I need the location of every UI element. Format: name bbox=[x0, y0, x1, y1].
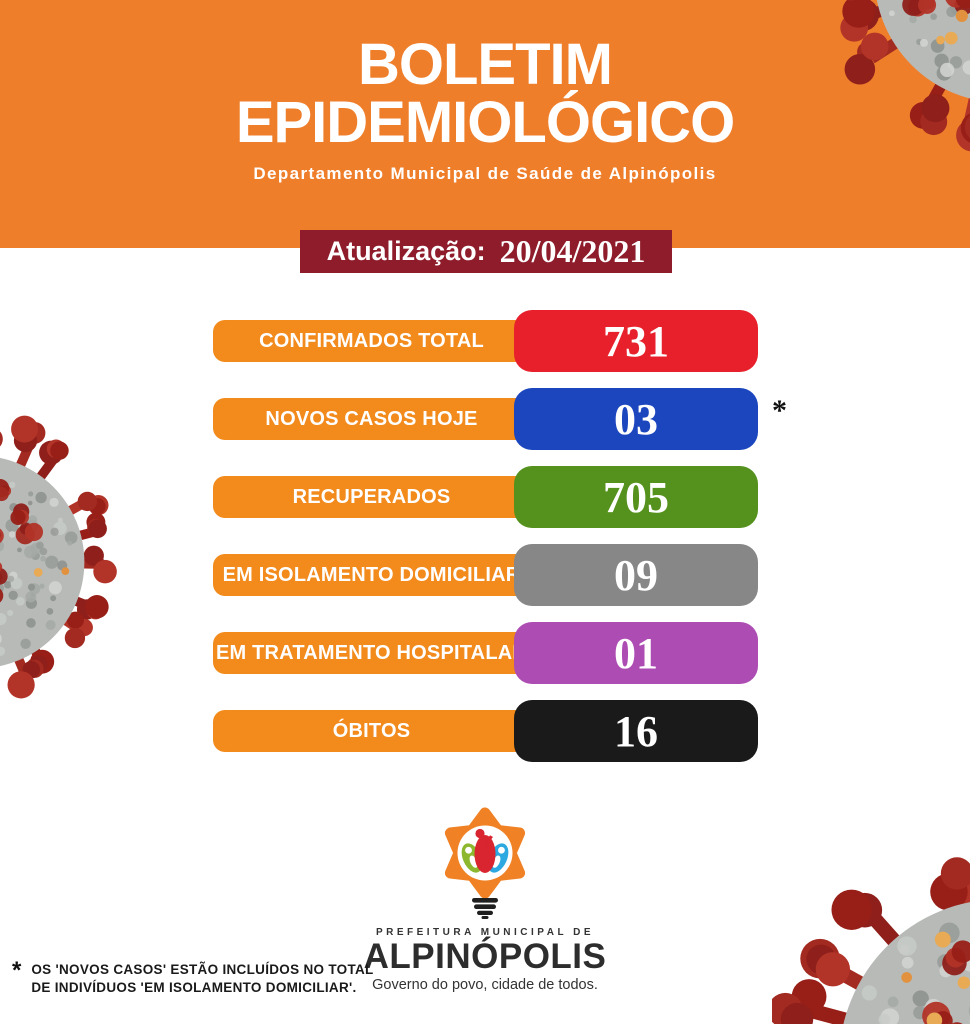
footnote: * OS 'NOVOS CASOS' ESTÃO INCLUÍDOS NO TO… bbox=[12, 957, 412, 997]
stat-label: RECUPERADOS bbox=[292, 485, 451, 508]
stat-value-box: 16 bbox=[514, 700, 758, 762]
logo-tagline: Governo do povo, cidade de todos. bbox=[372, 977, 598, 993]
stat-row-hospitalar: EM TRATAMENTO HOSPITALAR 01 bbox=[0, 622, 970, 684]
stat-note-asterisk: * bbox=[772, 394, 787, 427]
page-title: BOLETIM EPIDEMIOLÓGICO Departamento Muni… bbox=[0, 36, 970, 184]
stat-label-pill: RECUPERADOS bbox=[213, 476, 530, 518]
stat-value: 09 bbox=[614, 550, 658, 600]
stat-value-box: 705 bbox=[514, 466, 758, 528]
title-line-2: EPIDEMIOLÓGICO bbox=[235, 90, 735, 155]
stat-label: ÓBITOS bbox=[332, 719, 411, 742]
logo-org-name: ALPINÓPOLIS bbox=[363, 937, 607, 976]
update-label: Atualização: bbox=[326, 236, 486, 266]
stat-row-novos-casos: NOVOS CASOS HOJE 03 * bbox=[0, 388, 970, 450]
stat-value: 705 bbox=[603, 472, 669, 522]
stat-value-box: 03 bbox=[514, 388, 758, 450]
municipal-logo: PREFEITURA MUNICIPAL DE ALPINÓPOLIS Gove… bbox=[0, 806, 970, 993]
stat-label-pill: CONFIRMADOS TOTAL bbox=[213, 320, 530, 362]
footnote-line-2: DE INDIVÍDUOS 'EM ISOLAMENTO DOMICILIAR'… bbox=[31, 980, 357, 996]
update-bar: Atualização: 20/04/2021 bbox=[300, 230, 672, 273]
stat-label-pill: NOVOS CASOS HOJE bbox=[213, 398, 530, 440]
stat-label: NOVOS CASOS HOJE bbox=[265, 407, 478, 430]
stats-list: CONFIRMADOS TOTAL 731 NOVOS CASOS HOJE 0… bbox=[0, 310, 970, 778]
stat-value: 01 bbox=[614, 628, 658, 678]
stat-value: 731 bbox=[603, 316, 669, 366]
stat-label-pill: EM TRATAMENTO HOSPITALAR bbox=[213, 632, 530, 674]
stat-value-box: 09 bbox=[514, 544, 758, 606]
stat-label-pill: EM ISOLAMENTO DOMICILIAR bbox=[213, 554, 530, 596]
footnote-text: OS 'NOVOS CASOS' ESTÃO INCLUÍDOS NO TOTA… bbox=[31, 958, 373, 997]
footnote-asterisk: * bbox=[12, 957, 22, 984]
header-subtitle: Departamento Municipal de Saúde de Alpin… bbox=[253, 164, 717, 183]
stat-label-pill: ÓBITOS bbox=[213, 710, 530, 752]
star-lightbulb-logo-icon bbox=[444, 807, 526, 919]
stat-value-box: 01 bbox=[514, 622, 758, 684]
stat-label: EM TRATAMENTO HOSPITALAR bbox=[215, 641, 528, 664]
stat-row-isolamento: EM ISOLAMENTO DOMICILIAR 09 bbox=[0, 544, 970, 606]
header-band: BOLETIM EPIDEMIOLÓGICO Departamento Muni… bbox=[0, 0, 970, 248]
stat-row-recuperados: RECUPERADOS 705 bbox=[0, 466, 970, 528]
stat-value: 03 bbox=[614, 394, 658, 444]
stat-value: 16 bbox=[614, 706, 658, 756]
stat-row-confirmados: CONFIRMADOS TOTAL 731 bbox=[0, 310, 970, 372]
stat-label: CONFIRMADOS TOTAL bbox=[259, 329, 484, 352]
stat-value-box: 731 bbox=[514, 310, 758, 372]
title-line-1: BOLETIM bbox=[358, 32, 613, 97]
update-date: 20/04/2021 bbox=[499, 233, 646, 269]
stat-row-obitos: ÓBITOS 16 bbox=[0, 700, 970, 762]
footnote-line-1: OS 'NOVOS CASOS' ESTÃO INCLUÍDOS NO TOTA… bbox=[31, 962, 374, 977]
logo-org-line: PREFEITURA MUNICIPAL DE bbox=[375, 927, 595, 938]
stat-label: EM ISOLAMENTO DOMICILIAR bbox=[222, 563, 521, 586]
